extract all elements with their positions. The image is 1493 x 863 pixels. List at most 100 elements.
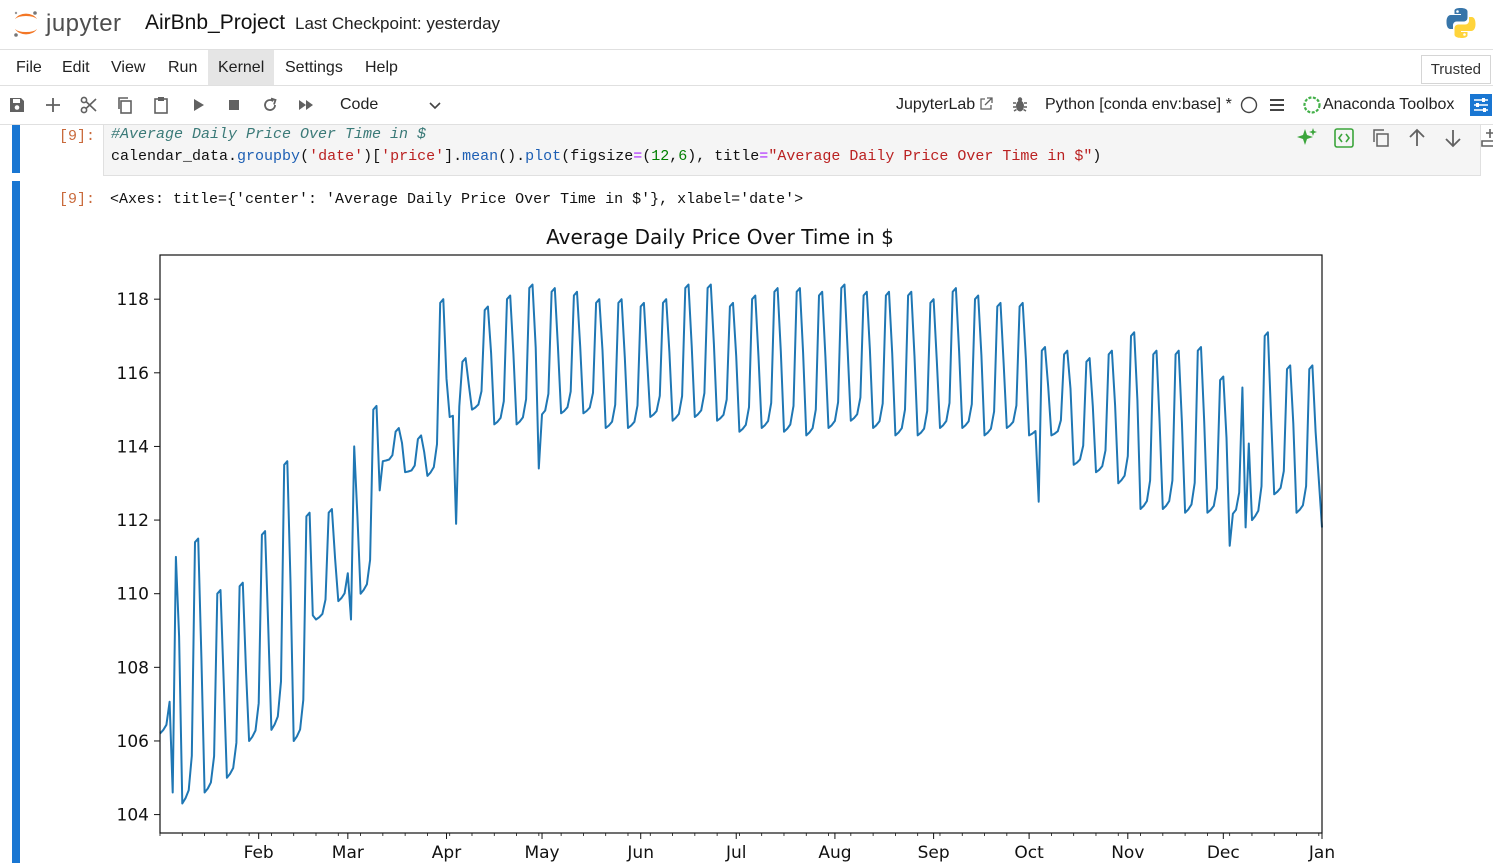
menu-settings[interactable]: Settings [285,59,343,76]
save-icon[interactable] [7,95,27,115]
y-tick-label: 104 [117,806,149,826]
y-tick-label: 108 [117,658,149,678]
x-axis: Feb Mar Apr May Jun Jul Aug Sep Oct Nov Dec Jan [159,833,1335,863]
jupyterlab-link[interactable]: JupyterLab [896,96,976,113]
y-tick-label: 118 [117,290,149,310]
code-token: 'date' [309,148,364,165]
code-token: (figsize [561,148,634,165]
code-token: , [669,148,679,165]
menu-view[interactable]: View [111,59,146,76]
cell-type-select[interactable]: Code [340,96,379,113]
settings-sliders-icon[interactable] [1470,94,1492,116]
insert-above-icon[interactable] [1479,127,1493,149]
x-tick-label: Jul [725,843,747,863]
cell-collapser-output[interactable] [12,181,20,863]
code-token: ( [642,148,652,165]
x-tick-label: Oct [1014,843,1044,863]
code-token: = [633,148,643,165]
code-cell-input[interactable]: #Average Daily Price Over Time in $ cale… [103,125,1493,176]
code-token: ), title [687,148,760,165]
x-tick-label: Sep [918,843,950,863]
x-tick-label: Aug [818,843,851,863]
code-token: ]. [444,148,463,165]
y-axis: 104 106 108 110 112 114 116 118 [117,290,160,826]
anaconda-icon [1303,96,1321,114]
duplicate-cell-icon[interactable] [1370,127,1392,149]
x-tick-label: Feb [244,843,274,863]
cell-collapser-input[interactable] [12,125,20,173]
code-line: calendar_data.groupby('date')['price'].m… [111,148,1101,165]
code-token: calendar_data [111,148,229,165]
y-tick-label: 116 [117,364,149,384]
chart-title: Average Daily Price Over Time in $ [546,225,894,249]
code-token: ) [1092,148,1102,165]
add-cell-icon[interactable] [43,95,63,115]
kernel-name[interactable]: Python [conda env:base] * [1045,96,1232,113]
code-token: 6 [678,148,688,165]
notebook-title[interactable]: AirBnb_Project [145,11,286,34]
top-bar: jupyter AirBnb_Project Last Checkpoint: … [0,0,1493,50]
kernel-status-idle-icon [1240,96,1258,114]
y-tick-label: 106 [117,732,149,752]
output-prompt: [9]: [59,191,96,208]
output-repr-text: <Axes: title={'center': 'Average Daily P… [110,191,804,208]
code-token: . [228,148,238,165]
chevron-down-icon[interactable] [428,100,442,112]
plot-frame [159,254,1323,834]
menu-file[interactable]: File [16,59,42,76]
price-series-line [159,283,1323,805]
code-comment-line: #Average Daily Price Over Time in $ [111,126,427,143]
external-link-icon [980,97,993,110]
ai-sparkle-icon[interactable] [1296,127,1318,149]
line-chart: Average Daily Price Over Time in $ 10410… [117,225,1336,863]
x-tick-label: May [524,843,559,863]
trusted-indicator[interactable]: Trusted [1420,55,1491,84]
property-list-icon[interactable] [1267,95,1287,115]
paste-icon[interactable] [151,95,171,115]
copy-icon[interactable] [115,95,135,115]
move-down-icon[interactable] [1442,127,1464,149]
y-tick-label: 114 [117,437,149,457]
fast-forward-icon[interactable] [296,95,316,115]
x-tick-label: Apr [432,843,461,863]
chart-series [159,283,1323,805]
move-up-icon[interactable] [1406,127,1428,149]
jupyter-logo[interactable]: jupyter [12,6,122,42]
y-tick-label: 110 [117,585,149,605]
notebook-content: [9]: #Average Daily Price Over Time in $… [0,125,1493,863]
menu-bar: File Edit View Run Kernel Settings Help … [0,50,1493,86]
notebook-toolbar: Code JupyterLab Python [conda env:base] … [0,86,1493,125]
restart-icon[interactable] [260,95,280,115]
code-token: plot [525,148,562,165]
debugger-bug-icon[interactable] [1010,95,1030,115]
code-token: )[ [363,148,382,165]
jupyter-logo-icon [14,11,37,37]
x-tick-label: Dec [1207,843,1240,863]
code-token: "Average Daily Price Over Time in $" [768,148,1093,165]
input-prompt: [9]: [59,128,96,145]
x-tick-label: Mar [332,843,364,863]
menu-run[interactable]: Run [168,59,198,76]
stop-icon[interactable] [224,95,244,115]
cut-icon[interactable] [79,95,99,115]
code-token: 12 [651,148,670,165]
code-token: 'price' [381,148,445,165]
anaconda-toolbox-button[interactable]: Anaconda Toolbox [1323,96,1455,113]
menu-help[interactable]: Help [365,59,398,76]
code-token: (). [498,148,526,165]
code-token: groupby [237,148,301,165]
format-code-icon[interactable] [1333,127,1355,149]
x-tick-label: Jun [626,843,654,863]
code-token: mean [462,148,499,165]
menu-edit[interactable]: Edit [62,59,90,76]
run-icon[interactable] [188,95,208,115]
y-tick-label: 112 [117,511,149,531]
checkpoint-status: Last Checkpoint: yesterday [295,14,501,33]
code-token: ( [300,148,310,165]
code-token: = [759,148,769,165]
jupyter-logo-text: jupyter [46,10,122,37]
x-tick-label: Jan [1308,843,1335,863]
x-tick-label: Nov [1111,843,1144,863]
python-logo-icon [1446,8,1476,38]
menu-kernel[interactable]: Kernel [208,50,275,85]
